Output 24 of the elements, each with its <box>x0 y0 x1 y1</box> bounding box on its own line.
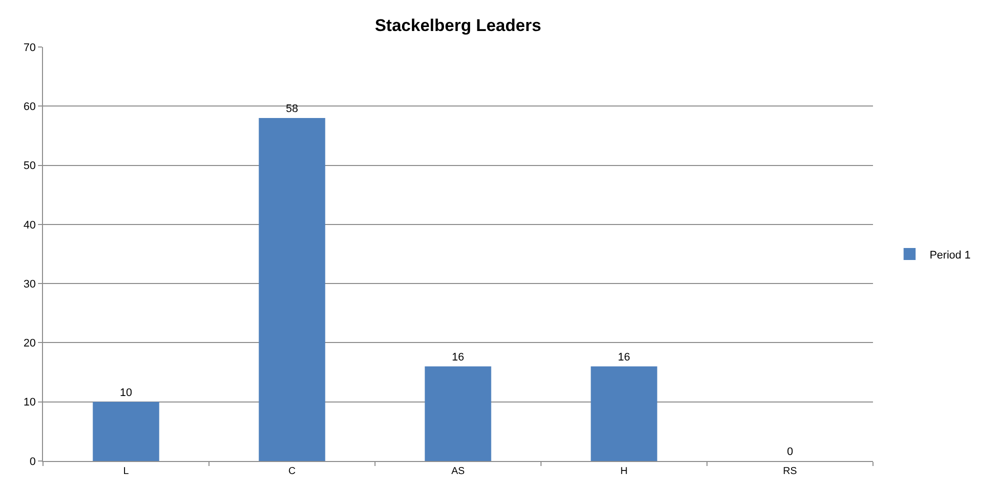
y-tick-label: 10 <box>24 396 36 409</box>
x-tick-label: C <box>288 466 296 477</box>
data-label: 16 <box>618 351 630 364</box>
y-tick-label: 50 <box>24 160 36 172</box>
bar <box>590 366 658 461</box>
bar <box>258 118 326 461</box>
y-tick-label: 40 <box>24 219 36 232</box>
bar <box>92 402 160 461</box>
data-label: 0 <box>786 446 794 458</box>
x-tick-label: RS <box>783 466 798 477</box>
y-tick-label: 30 <box>24 278 36 290</box>
legend-label: Period 1 <box>930 249 971 262</box>
data-label: 10 <box>120 386 132 399</box>
y-tick-label: 60 <box>24 100 36 113</box>
y-tick-label: 20 <box>24 338 36 350</box>
bar <box>424 366 492 461</box>
data-label: 58 <box>286 102 298 115</box>
y-tick-label: 70 <box>24 42 36 54</box>
x-tick-label: AS <box>451 466 465 477</box>
x-tick-label: L <box>123 466 130 477</box>
data-label: 16 <box>452 351 464 364</box>
y-tick-label: 0 <box>30 456 36 468</box>
x-tick-label: H <box>620 466 628 477</box>
chart-title: Stackelberg Leaders <box>374 16 542 35</box>
